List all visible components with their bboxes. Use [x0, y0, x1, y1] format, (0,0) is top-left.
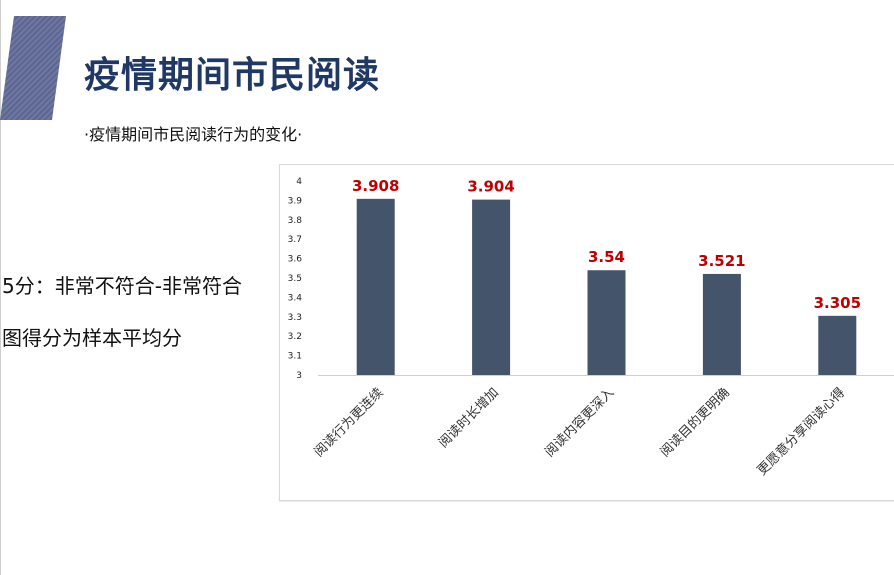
x-category-label: 阅读行为更连续 [311, 385, 387, 461]
bar [472, 199, 511, 375]
bar-chart: 3 3.1 3.2 3.3 3.4 3.5 3.6 3.7 3.8 3.9 4 3.908 阅读行为更连… [288, 177, 894, 479]
x-category-label: 阅读时长增加 [436, 385, 502, 451]
bar [587, 270, 626, 375]
data-label: 3.54 [588, 248, 625, 266]
score-note: 图得分为样本平均分 [2, 326, 182, 350]
title-accent-shape [0, 16, 66, 120]
y-tick-label: 3.6 [288, 255, 303, 265]
slide-title: 疫情期间市民阅读 [84, 55, 381, 96]
scale-note: 5分：非常不符合-非常符合 [2, 274, 242, 298]
x-category-label: 更愿意分享阅读心得 [754, 385, 848, 479]
y-tick-label: 3.1 [288, 352, 302, 362]
y-tick-label: 4 [296, 177, 302, 187]
bar [702, 273, 741, 375]
x-category-label: 阅读内容更深入 [542, 385, 618, 461]
y-tick-label: 3.3 [288, 313, 302, 323]
y-tick-label: 3.2 [288, 332, 302, 342]
data-label: 3.521 [698, 252, 745, 270]
y-tick-label: 3.4 [288, 293, 303, 303]
y-tick-label: 3.8 [288, 216, 303, 226]
y-tick-label: 3.7 [288, 235, 302, 245]
data-label: 3.908 [352, 177, 399, 195]
data-label: 3.305 [814, 294, 861, 312]
y-tick-label: 3.5 [288, 274, 302, 284]
left-edge-rule [0, 0, 1, 575]
bar-chart-panel: 3 3.1 3.2 3.3 3.4 3.5 3.6 3.7 3.8 3.9 4 3.908 阅读行为更连… [279, 164, 894, 501]
x-category-label: 阅读目的更明确 [657, 385, 733, 461]
slide-subtitle: ·疫情期间市民阅读行为的变化· [84, 125, 303, 144]
bar [356, 198, 395, 375]
y-tick-label: 3 [296, 371, 302, 381]
bar [818, 315, 857, 375]
y-tick-label: 3.9 [288, 196, 303, 206]
data-label: 3.904 [467, 178, 514, 196]
